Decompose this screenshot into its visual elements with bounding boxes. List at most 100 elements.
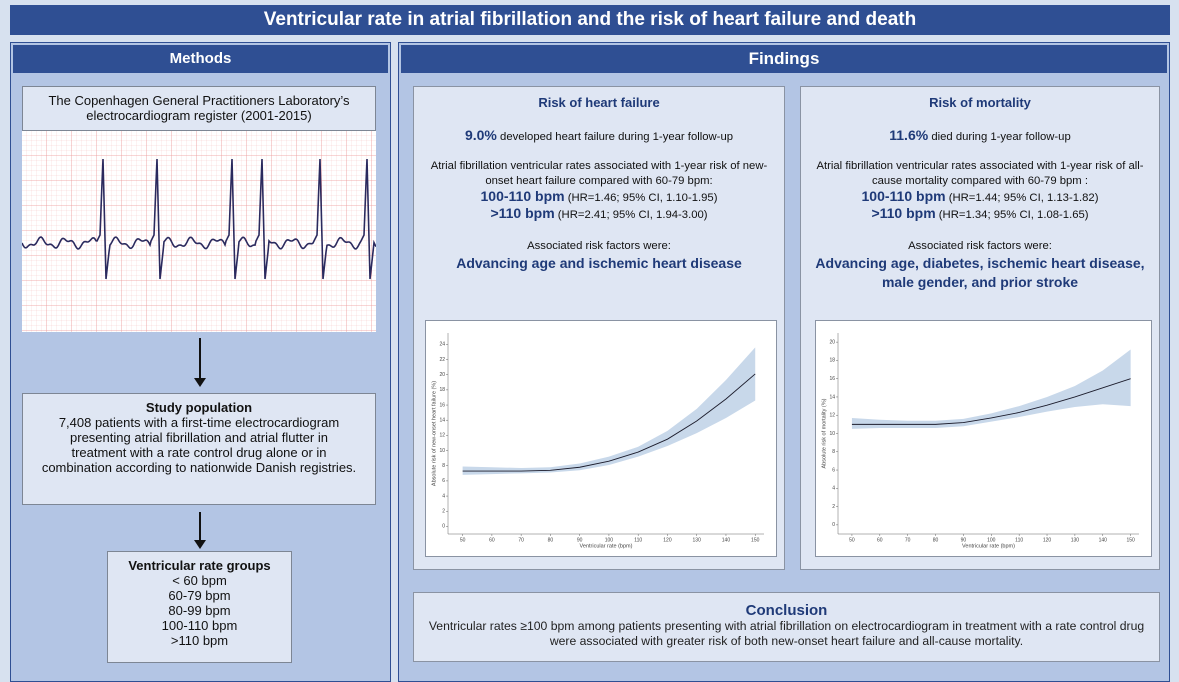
rate-groups-box: Ventricular rate groups < 60 bpm 60-79 b… <box>107 551 292 663</box>
x-tick-label: 110 <box>1015 537 1023 543</box>
y-tick-label: 12 <box>439 433 445 439</box>
y-tick-label: 8 <box>442 463 445 469</box>
y-tick-label: 24 <box>439 342 445 348</box>
x-tick-label: 50 <box>849 537 855 543</box>
arrow <box>194 338 206 387</box>
y-tick-label: 10 <box>439 448 445 454</box>
headline-value: 9.0% <box>464 127 497 143</box>
study-population-title: Study population <box>145 400 253 415</box>
risk-factors: Advancing age and ischemic heart disease <box>456 255 742 271</box>
result-group: >110 bpm <box>490 205 555 221</box>
conclusion-box: Conclusion Ventricular rates ≥100 bpm am… <box>413 592 1160 662</box>
y-tick-label: 2 <box>442 509 445 515</box>
risk-line <box>462 373 756 472</box>
y-tick-label: 20 <box>829 339 835 345</box>
x-tick-label: 130 <box>1071 537 1080 543</box>
x-tick-label: 90 <box>961 537 967 543</box>
ecg-trace <box>22 158 376 280</box>
y-tick-label: 20 <box>439 372 445 378</box>
register-box: The Copenhagen General Practitioners Lab… <box>22 86 376 131</box>
x-tick-label: 120 <box>1043 537 1052 543</box>
y-tick-label: 8 <box>832 449 835 455</box>
x-tick-label: 100 <box>987 537 996 543</box>
conclusion-title: Conclusion <box>745 602 828 619</box>
result-hr: (HR=1.46; 95% CI, 1.10-1.95) <box>567 192 718 204</box>
risk-factors-label: Associated risk factors were: <box>908 240 1052 252</box>
result-hr: (HR=2.41; 95% CI, 1.94-3.00) <box>557 209 708 221</box>
y-tick-label: 6 <box>832 467 835 473</box>
x-axis-label: Ventricular rate (bpm) <box>580 543 633 549</box>
x-tick-label: 140 <box>1099 537 1108 543</box>
confidence-band <box>462 347 756 475</box>
result-group: 100-110 bpm <box>861 188 946 204</box>
headline-value: 11.6% <box>889 127 929 143</box>
panel-title: Risk of heart failure <box>538 95 660 110</box>
y-tick-label: 2 <box>832 504 835 510</box>
y-tick-label: 12 <box>829 413 835 419</box>
rate-group: 80-99 bpm <box>168 603 231 618</box>
result-hr: (HR=1.34; 95% CI, 1.08-1.65) <box>938 209 1089 221</box>
rate-groups-title: Ventricular rate groups <box>128 558 271 573</box>
rate-group: >110 bpm <box>170 633 229 648</box>
risk-line <box>851 378 1131 425</box>
study-population-text: 7,408 patients with a first-time electro… <box>41 415 357 475</box>
y-axis-label: Absolute risk of new-onset heart failure… <box>431 381 437 486</box>
result-group: 100-110 bpm <box>480 188 565 204</box>
headline-text: developed heart failure during 1-year fo… <box>500 131 734 143</box>
risk-factors-label: Associated risk factors were: <box>527 240 671 252</box>
y-tick-label: 4 <box>832 486 835 492</box>
rate-group: 60-79 bpm <box>168 588 231 603</box>
x-tick-label: 70 <box>518 537 524 543</box>
y-tick-label: 18 <box>829 358 835 364</box>
mortality-chart: 0 2 4 6 8 10 12 14 16 18 20 50 60 70 80 90 100 110 120 130 1… <box>815 320 1152 557</box>
association-text: Atrial fibrillation ventricular rates as… <box>430 160 768 187</box>
association-text: Atrial fibrillation ventricular rates as… <box>816 160 1144 187</box>
x-tick-label: 60 <box>877 537 883 543</box>
x-tick-label: 110 <box>634 537 642 543</box>
x-tick-label: 130 <box>693 537 702 543</box>
x-tick-label: 70 <box>905 537 911 543</box>
arrow <box>194 512 206 549</box>
x-tick-label: 140 <box>722 537 731 543</box>
result-group: >110 bpm <box>871 205 936 221</box>
y-tick-label: 6 <box>442 478 445 484</box>
x-tick-label: 100 <box>605 537 614 543</box>
x-tick-label: 150 <box>1126 537 1135 543</box>
findings-heading: Findings <box>401 45 1167 73</box>
y-tick-label: 22 <box>439 357 445 363</box>
y-tick-label: 16 <box>439 402 445 408</box>
panel-title: Risk of mortality <box>929 95 1031 110</box>
x-tick-label: 80 <box>933 537 939 543</box>
headline-text: died during 1-year follow-up <box>931 131 1071 143</box>
title-bar: Ventricular rate in atrial fibrillation … <box>10 5 1170 35</box>
y-tick-label: 10 <box>829 431 835 437</box>
confidence-band <box>851 349 1131 429</box>
y-tick-label: 0 <box>442 524 445 530</box>
methods-heading: Methods <box>13 45 388 73</box>
x-tick-label: 50 <box>460 537 466 543</box>
x-tick-label: 120 <box>663 537 672 543</box>
study-population-box: Study population 7,408 patients with a f… <box>22 393 376 505</box>
result-hr: (HR=1.44; 95% CI, 1.13-1.82) <box>948 192 1099 204</box>
x-axis-label: Ventricular rate (bpm) <box>962 543 1015 549</box>
x-tick-label: 80 <box>548 537 554 543</box>
y-tick-label: 0 <box>832 522 835 528</box>
title: Ventricular rate in atrial fibrillation … <box>263 9 917 30</box>
y-tick-label: 16 <box>829 376 835 382</box>
x-tick-label: 150 <box>751 537 760 543</box>
ecg-image <box>22 131 376 332</box>
y-axis-label: Absolute risk of mortality (%) <box>821 398 827 468</box>
y-tick-label: 18 <box>439 387 445 393</box>
rate-group: < 60 bpm <box>172 573 227 588</box>
y-tick-label: 14 <box>439 418 445 424</box>
x-tick-label: 60 <box>489 537 495 543</box>
conclusion-text: Ventricular rates ≥100 bpm among patient… <box>428 619 1145 648</box>
y-tick-label: 4 <box>442 493 445 499</box>
rate-group: 100-110 bpm <box>161 618 238 633</box>
risk-factors: Advancing age, diabetes, ischemic heart … <box>815 255 1145 290</box>
y-tick-label: 14 <box>829 394 835 400</box>
x-tick-label: 90 <box>577 537 583 543</box>
